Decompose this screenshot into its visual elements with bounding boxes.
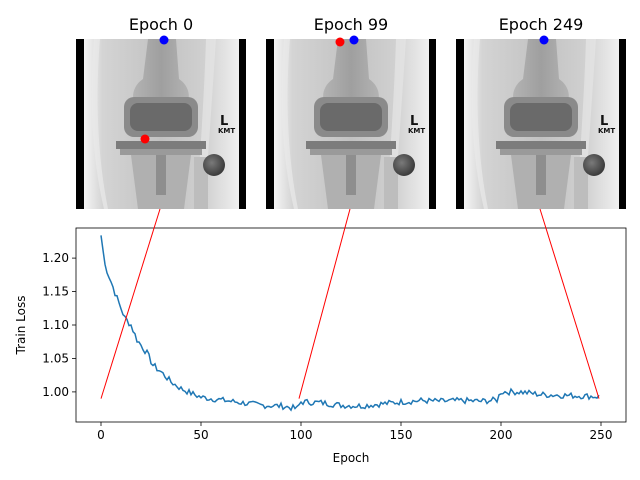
initials-marker: KMT <box>408 127 425 135</box>
side-marker: L <box>600 114 608 129</box>
x-axis-label: Epoch <box>333 451 370 465</box>
panel-title: Epoch 99 <box>314 15 388 34</box>
y-tick-label: 1.00 <box>42 385 69 399</box>
epoch-connector-line <box>298 208 351 399</box>
y-axis-label: Train Loss <box>14 296 28 356</box>
target-point <box>159 35 169 45</box>
loss-axes: 0 50 100 150 200 250 1.00 1.05 1.10 1.15 1.20 Epoch… <box>14 227 627 465</box>
epoch-connectors <box>100 208 600 399</box>
panel-title: Epoch 249 <box>499 15 584 34</box>
side-marker: L <box>220 114 228 129</box>
initials-marker: KMT <box>598 127 615 135</box>
x-tick-label: 0 <box>97 428 105 442</box>
epoch-connector-line <box>539 208 600 399</box>
y-tick-label: 1.05 <box>42 351 69 365</box>
predicted-point <box>140 134 150 144</box>
x-tick-label: 50 <box>193 428 208 442</box>
target-point <box>349 35 359 45</box>
train-loss-line <box>100 235 600 412</box>
predicted-point <box>335 37 345 47</box>
y-tick-label: 1.15 <box>42 285 69 299</box>
initials-marker: KMT <box>218 127 235 135</box>
side-marker: L <box>410 114 418 129</box>
plot-area <box>75 227 627 423</box>
x-tick-label: 200 <box>490 428 513 442</box>
target-point <box>539 35 549 45</box>
y-tick-label: 1.10 <box>42 318 69 332</box>
x-tick-label: 150 <box>390 428 413 442</box>
x-tick-label: 250 <box>590 428 613 442</box>
epoch-connector-line <box>100 208 161 399</box>
panel-title: Epoch 0 <box>129 15 193 34</box>
y-tick-label: 1.20 <box>42 251 69 265</box>
x-tick-label: 100 <box>290 428 313 442</box>
